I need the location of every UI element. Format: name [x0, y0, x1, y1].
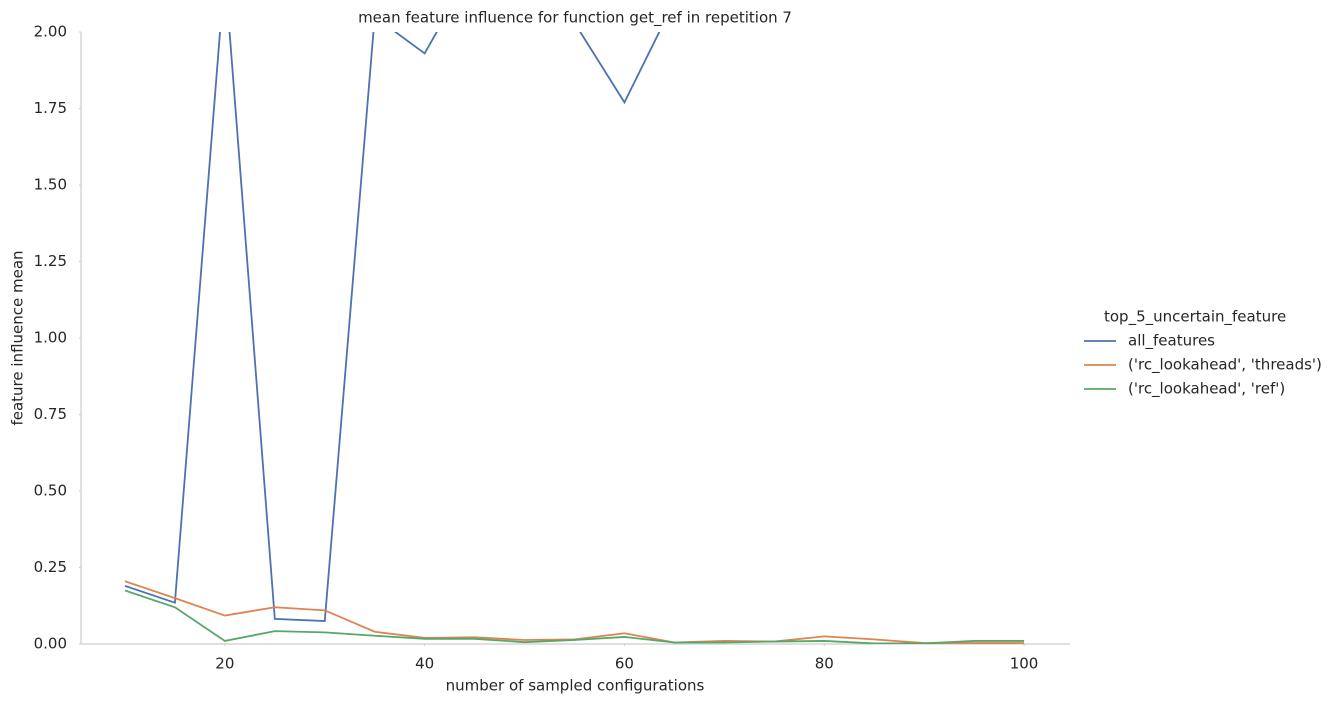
x-tick-label: 60: [615, 655, 634, 673]
y-tick-label: 0.00: [34, 635, 67, 653]
data-line: [124, 32, 661, 622]
legend-label: ('rc_lookahead', 'threads'): [1128, 356, 1322, 375]
x-tick-label: 40: [415, 655, 434, 673]
y-tick-label: 0.25: [34, 558, 67, 576]
y-tick-label: 1.75: [34, 99, 67, 117]
y-tick-label: 2.00: [34, 23, 67, 41]
y-tick-label: 1.00: [34, 329, 67, 347]
x-tick-label: 20: [215, 655, 234, 673]
data-line: [124, 589, 1025, 644]
legend-title: top_5_uncertain_feature: [1104, 308, 1286, 327]
legend-label: ('rc_lookahead', 'ref'): [1128, 380, 1285, 399]
x-tick-label: 80: [815, 655, 834, 673]
y-tick-label: 1.25: [34, 252, 67, 270]
plot-area: [124, 32, 1025, 644]
x-tick-label: 100: [1010, 655, 1039, 673]
y-tick-label: 0.50: [34, 482, 67, 500]
y-tick-label: 0.75: [34, 405, 67, 423]
legend-label: all_features: [1128, 332, 1215, 351]
y-tick-label: 1.50: [34, 176, 67, 194]
x-axis-label: number of sampled configurations: [446, 677, 705, 695]
y-axis-label: feature influence mean: [9, 250, 27, 425]
chart-title: mean feature influence for function get_…: [358, 9, 792, 28]
